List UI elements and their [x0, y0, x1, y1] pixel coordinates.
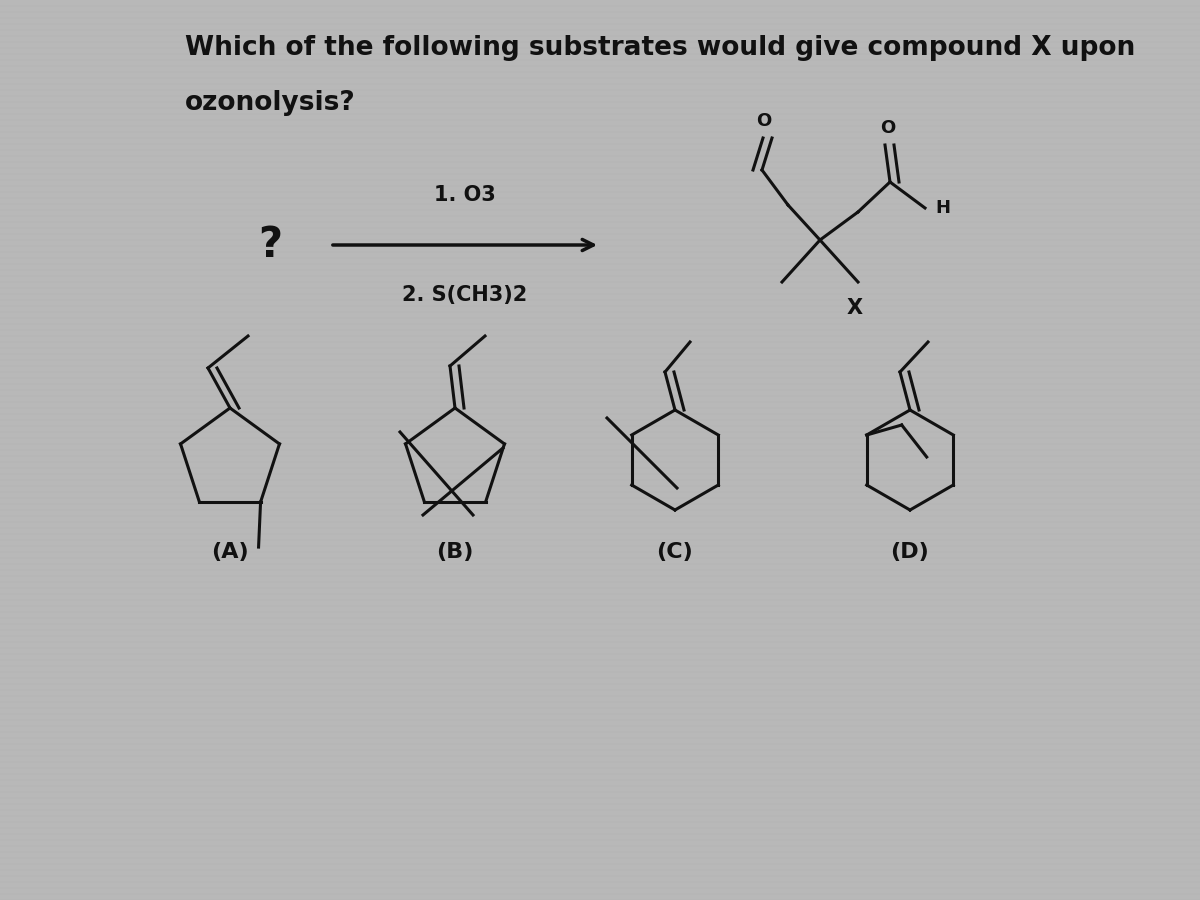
Text: O: O — [756, 112, 772, 130]
Text: X: X — [847, 298, 863, 318]
Text: ?: ? — [258, 224, 282, 266]
Text: (B): (B) — [437, 542, 474, 562]
Text: ozonolysis?: ozonolysis? — [185, 90, 355, 116]
Text: (A): (A) — [211, 542, 248, 562]
Text: (C): (C) — [656, 542, 694, 562]
Text: H: H — [935, 199, 950, 217]
Text: 1. O3: 1. O3 — [434, 185, 496, 205]
Text: 2. S(CH3)2: 2. S(CH3)2 — [402, 285, 528, 305]
Text: O: O — [881, 119, 895, 137]
Text: (D): (D) — [890, 542, 929, 562]
Text: Which of the following substrates would give compound X upon: Which of the following substrates would … — [185, 35, 1135, 61]
